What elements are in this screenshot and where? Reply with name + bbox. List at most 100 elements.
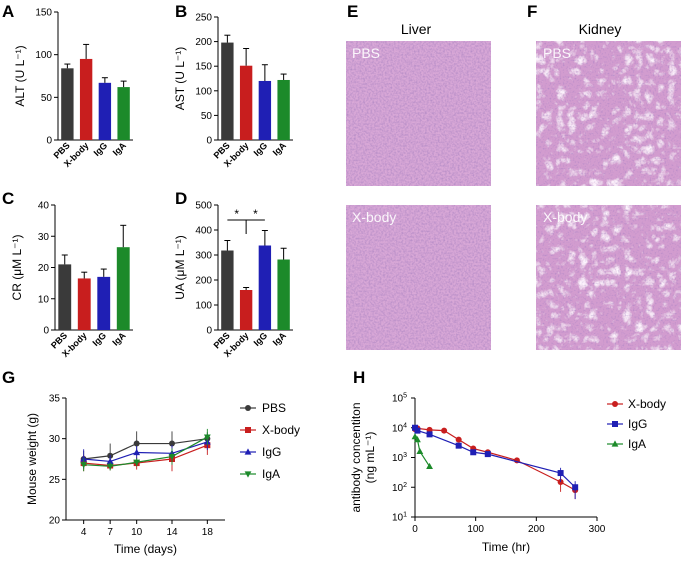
- kidney-pbs-label: PBS: [543, 45, 571, 61]
- legend-marker: [244, 448, 252, 455]
- x-tick-label: 300: [589, 524, 606, 535]
- y-axis-label-line1: antibody concentiton: [349, 402, 363, 512]
- category-label: IgA: [110, 330, 128, 348]
- bar-igg: [258, 245, 272, 330]
- panel-label-E: E: [347, 2, 358, 21]
- bar-iga: [277, 259, 290, 330]
- liver-pbs-micrograph: [346, 41, 491, 186]
- bar-pbs: [58, 264, 72, 330]
- y-tick-label: 103: [392, 452, 407, 464]
- legend-marker: [612, 401, 618, 407]
- legend-label: PBS: [262, 401, 286, 415]
- data-point: [455, 436, 462, 443]
- line-chart-mouse-weight: 20 25 30 35 4 7 10 14 18 Time (days) Mouse weight …: [25, 394, 300, 557]
- category-label: IgG: [252, 330, 270, 348]
- y-tick-label: 200: [195, 37, 212, 48]
- panel-label-C: C: [2, 189, 14, 208]
- legend-marker: [244, 471, 252, 478]
- liver-title: Liver: [401, 21, 432, 37]
- data-point: [484, 451, 491, 458]
- y-tick-label: 300: [195, 251, 212, 262]
- y-tick-label: 20: [38, 263, 50, 274]
- category-label: IgG: [90, 330, 108, 348]
- legend-marker: [611, 440, 619, 447]
- data-point: [416, 447, 424, 455]
- x-tick-label: 7: [107, 527, 113, 538]
- y-tick-label: 25: [49, 475, 61, 486]
- y-tick-label: 102: [392, 482, 407, 494]
- x-axis-label: Time (days): [114, 542, 177, 556]
- legend-label: IgG: [628, 417, 647, 431]
- y-tick-label: 40: [38, 201, 50, 212]
- y-tick-label: 35: [49, 394, 61, 405]
- data-point: [133, 448, 141, 456]
- legend-marker: [612, 421, 618, 427]
- liver-xbody-micrograph: [346, 205, 491, 350]
- y-tick-label: 100: [195, 301, 212, 312]
- kidney-title: Kidney: [579, 21, 622, 37]
- bar-x-body: [239, 65, 253, 140]
- data-point: [455, 442, 462, 449]
- data-point: [133, 459, 141, 466]
- kidney-xbody-label: X-body: [543, 209, 587, 225]
- bar-x-body: [239, 290, 253, 330]
- data-point: [426, 426, 433, 433]
- data-point: [414, 435, 421, 443]
- significance-star: *: [253, 207, 258, 221]
- bar-igg: [98, 82, 112, 140]
- data-point: [414, 427, 421, 434]
- legend-label: IgG: [262, 445, 281, 459]
- panel-label-G: G: [2, 368, 15, 387]
- panel-label-F: F: [527, 2, 537, 21]
- bar-pbs: [221, 250, 234, 330]
- y-tick-label: 0: [43, 326, 49, 337]
- data-point: [169, 440, 175, 447]
- y-axis-label-line2: (ng mL⁻¹): [363, 432, 377, 484]
- y-axis-label: CR (μM L⁻¹): [10, 235, 24, 301]
- x-tick-label: 4: [81, 527, 87, 538]
- category-label: IgA: [271, 140, 289, 158]
- data-point: [557, 470, 564, 477]
- data-point: [426, 431, 433, 438]
- bar-iga: [117, 87, 130, 140]
- line-chart-antibody-concentration: 101 102 103 104 105 0 100 200 300 Time (hr) antibo…: [349, 393, 666, 555]
- panel-label-D: D: [175, 189, 187, 208]
- x-axis-label: Time (hr): [482, 540, 530, 554]
- y-tick-label: 50: [201, 111, 213, 122]
- legend-label: X-body: [628, 397, 666, 411]
- y-tick-label: 150: [195, 62, 212, 73]
- legend-marker: [245, 427, 251, 433]
- y-axis-label: ALT (U L⁻¹): [13, 45, 27, 106]
- data-point: [572, 484, 579, 491]
- y-tick-label: 30: [49, 434, 61, 445]
- liver-xbody-label: X-body: [352, 209, 396, 225]
- y-tick-label: 100: [35, 50, 52, 61]
- data-point: [203, 434, 211, 441]
- y-tick-label: 500: [195, 201, 212, 212]
- y-tick-label: 10: [38, 294, 50, 305]
- data-point: [426, 462, 433, 470]
- bar-x-body: [77, 278, 91, 330]
- data-point: [133, 440, 140, 447]
- category-label: IgA: [271, 330, 289, 348]
- panel-label-H: H: [353, 368, 365, 387]
- legend-label: X-body: [262, 423, 300, 437]
- bar-x-body: [79, 58, 93, 140]
- x-tick-label: 200: [528, 524, 545, 535]
- y-tick-label: 100: [195, 86, 212, 97]
- y-tick-label: 101: [392, 512, 407, 524]
- y-tick-label: 104: [392, 422, 407, 434]
- bar-pbs: [61, 68, 74, 140]
- bar-igg: [258, 80, 272, 140]
- data-point: [106, 463, 114, 470]
- y-tick-label: 30: [38, 232, 50, 243]
- y-axis-label: UA (μM L⁻¹): [173, 235, 187, 300]
- y-tick-label: 400: [195, 226, 212, 237]
- liver-pbs-label: PBS: [352, 45, 380, 61]
- data-point: [441, 427, 448, 434]
- bar-iga: [116, 247, 130, 330]
